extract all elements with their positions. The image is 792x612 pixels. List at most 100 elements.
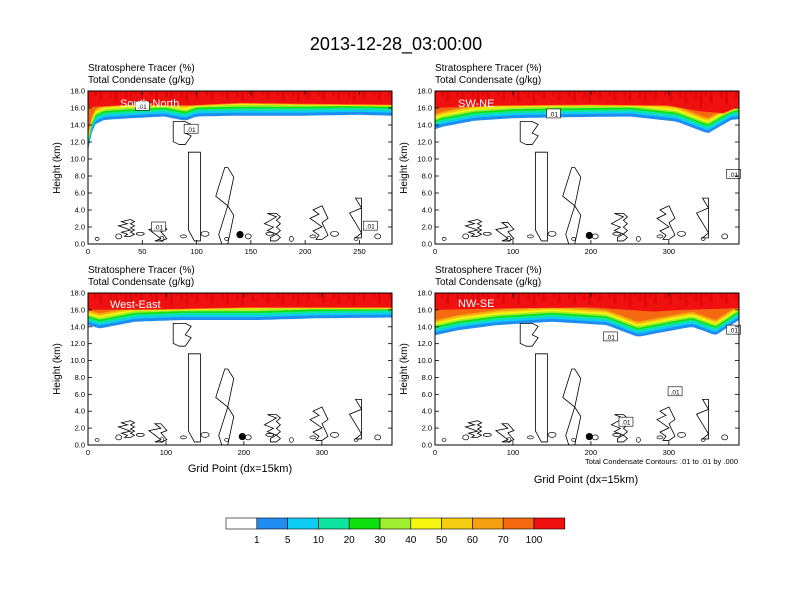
x-tick-label: 250 xyxy=(353,247,366,256)
condensate-contour xyxy=(441,438,447,442)
contour-label: .01 xyxy=(154,225,163,232)
condensate-contour xyxy=(610,414,629,443)
x-tick-label: 100 xyxy=(160,448,173,457)
tracer-streak xyxy=(537,91,541,95)
tracer-streak xyxy=(542,293,546,302)
tracer-streak xyxy=(577,91,581,94)
tracer-streak xyxy=(190,91,194,95)
colorbar-label: 1 xyxy=(254,535,260,546)
tracer-streak xyxy=(694,91,698,101)
condensate-contour xyxy=(115,233,123,240)
tracer-streak xyxy=(577,293,581,296)
tracer-streak xyxy=(271,91,275,93)
tracer-streak xyxy=(709,293,713,303)
condensate-contour xyxy=(353,237,359,241)
y-tick-label: 4.0 xyxy=(422,407,432,416)
contour-label: .01 xyxy=(606,334,615,341)
condensate-contour xyxy=(464,420,483,438)
colorbar-label: 10 xyxy=(313,535,325,546)
tracer-streak xyxy=(486,293,490,303)
y-tick-label: 6.0 xyxy=(422,390,432,399)
condensate-contour xyxy=(571,438,576,442)
tracer-streak xyxy=(679,293,683,300)
tracer-streak xyxy=(694,293,698,302)
tracer-streak xyxy=(296,91,300,102)
x-tick-label: 100 xyxy=(507,448,520,457)
y-tick-label: 6.0 xyxy=(75,189,85,198)
tracer-streak xyxy=(446,91,450,102)
condensate-contour xyxy=(527,435,534,440)
contour-label-box xyxy=(546,108,561,119)
condensate-contour xyxy=(482,433,492,437)
condensate-contour xyxy=(215,368,235,445)
tracer-streak xyxy=(225,91,229,101)
tracer-streak xyxy=(382,293,386,295)
tracer-streak xyxy=(99,293,103,304)
tracer-streak xyxy=(643,91,647,103)
tracer-streak xyxy=(684,293,688,306)
condensate-contour xyxy=(117,219,136,237)
panel-name: South-North xyxy=(120,98,179,110)
colorbar-label: 70 xyxy=(498,535,510,546)
y-tick-label: 18.0 xyxy=(417,87,432,96)
condensate-contour xyxy=(330,432,339,438)
contour-label-box xyxy=(603,331,618,342)
colorbar-swatch xyxy=(287,517,319,530)
tracer-streak xyxy=(618,91,622,93)
colorbar-swatch xyxy=(348,517,381,530)
tracer-streak xyxy=(648,91,652,95)
tracer-streak xyxy=(471,293,475,301)
condensate-contour xyxy=(263,213,282,242)
tracer-streak xyxy=(261,91,265,95)
tracer-streak xyxy=(225,293,229,304)
tracer-streak xyxy=(608,91,612,96)
tracer-streak xyxy=(281,293,285,304)
plot-frame xyxy=(434,292,740,446)
tracer-streak xyxy=(466,91,470,94)
tracer-streak xyxy=(210,91,214,100)
tracer-streak xyxy=(486,91,490,100)
condensate-contour xyxy=(656,406,676,441)
contour-label-box xyxy=(362,220,378,231)
condensate-contour xyxy=(494,222,515,242)
tracer-streak xyxy=(593,293,597,297)
colorbar-label: 100 xyxy=(526,535,543,546)
tracer-streak xyxy=(241,293,245,305)
tracer-streak xyxy=(441,293,445,299)
condensate-contour xyxy=(562,167,582,244)
y-tick-label: 10.0 xyxy=(417,356,432,365)
tracer-streak xyxy=(674,91,678,93)
contour-label: .01 xyxy=(549,111,558,118)
tracer-streak xyxy=(175,293,179,296)
tracer-streak xyxy=(628,293,632,306)
tracer-streak xyxy=(689,293,693,296)
contour-label-box xyxy=(667,386,683,397)
y-tick-label: 12.0 xyxy=(417,138,432,147)
condensate-contour xyxy=(462,233,470,240)
tracer-streak xyxy=(441,91,445,97)
y-tick-label: 0.0 xyxy=(75,441,85,450)
condensate-contour xyxy=(188,353,201,443)
plot-area: .01 .01 .01 .01 0.0 2.0 4.0 6.0 8.0 10.0 12.0 14.0 1… xyxy=(417,289,741,457)
x-tick-label: 200 xyxy=(585,247,598,256)
plot-area: .01 .01 .01 .01 0.0 2.0 4.0 6.0 8.0 10.0 12.0 14.0 1… xyxy=(70,87,393,256)
condensate-contour xyxy=(244,233,252,240)
tracer-streak xyxy=(301,91,305,95)
tracer-streak xyxy=(476,293,480,307)
tracer-streak xyxy=(337,293,341,304)
plot-area: .01 .01 0.0 2.0 4.0 6.0 8.0 10.0 12.0 14.0 16.0 18.… xyxy=(417,87,741,256)
condensate-contour xyxy=(180,234,187,239)
colorbar-swatch xyxy=(318,517,350,530)
tracer-streak xyxy=(139,91,143,99)
y-tick-label: 10.0 xyxy=(70,356,85,365)
tracer-streak xyxy=(501,91,505,101)
tracer-streak xyxy=(180,293,184,301)
colorbar-label: 20 xyxy=(344,535,356,546)
tracer-streak xyxy=(296,293,300,305)
condensate-contour xyxy=(506,236,512,242)
panel-name: West-East xyxy=(110,299,161,311)
condensate-contour xyxy=(610,213,629,242)
tracer-streak xyxy=(159,293,163,295)
tracer-streak xyxy=(643,293,647,308)
tracer-streak xyxy=(195,293,199,302)
